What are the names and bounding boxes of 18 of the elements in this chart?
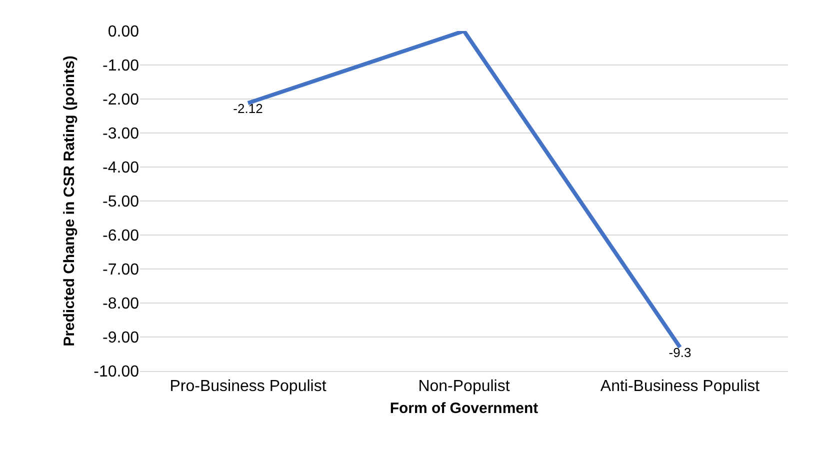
x-tick-label: Non-Populist [418,378,510,396]
x-tick-label: Pro-Business Populist [170,378,327,396]
y-tick-label: -6.00 [102,228,140,245]
y-tick-label: -7.00 [102,262,140,279]
data-label: -2.12 [233,100,263,116]
y-tick-label: -8.00 [102,296,140,313]
y-tick-label: -4.00 [102,160,140,177]
x-tick-label: Anti-Business Populist [600,378,760,396]
y-tick-label: -2.00 [102,92,140,109]
y-tick-label: -5.00 [102,194,140,211]
y-tick-label: -3.00 [102,126,140,143]
data-label: -9.3 [668,344,692,360]
y-tick-label: -1.00 [102,58,140,75]
y-tick-label: -10.00 [94,364,140,381]
x-axis-title: Form of Government [390,400,538,418]
y-tick-label: -9.00 [102,330,140,347]
y-tick-label: 0.00 [108,24,140,41]
y-axis-title: Predicted Change in CSR Rating (points) [60,56,78,346]
